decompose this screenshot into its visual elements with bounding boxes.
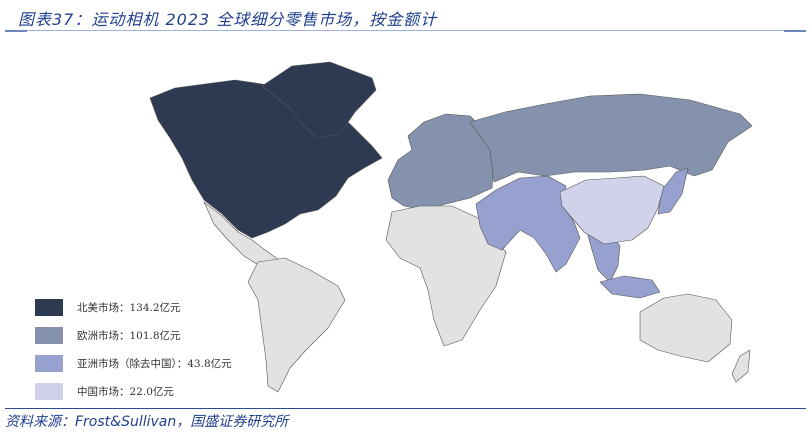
region-africa xyxy=(385,205,507,347)
legend-swatch xyxy=(35,327,63,344)
title-divider xyxy=(5,30,806,31)
region-china xyxy=(559,175,665,245)
region-japan-korea xyxy=(657,167,689,215)
legend-label: 欧洲市场：101.8亿元 xyxy=(77,330,181,342)
region-indonesia xyxy=(599,275,661,299)
legend-item-asia-ex-china: 亚洲市场（除去中国）：43.8亿元 xyxy=(35,350,232,377)
region-australia xyxy=(639,293,733,363)
legend-label: 北美市场：134.2亿元 xyxy=(77,302,181,314)
legend-item-north-america: 北美市场：134.2亿元 xyxy=(35,294,232,321)
legend-label: 中国市场：22.0亿元 xyxy=(77,386,174,398)
region-new-zealand xyxy=(731,349,751,383)
legend-label: 亚洲市场（除去中国）：43.8亿元 xyxy=(77,358,232,370)
legend-item-europe: 欧洲市场：101.8亿元 xyxy=(35,322,232,349)
legend-swatch xyxy=(35,383,63,400)
legend-swatch xyxy=(35,355,63,372)
region-greenland xyxy=(261,61,377,139)
legend-item-china: 中国市场：22.0亿元 xyxy=(35,378,232,405)
region-asia-west-south xyxy=(475,175,581,273)
world-map xyxy=(149,61,753,393)
region-russia xyxy=(469,93,753,183)
title-divider-accent-right xyxy=(784,30,806,32)
legend-swatch xyxy=(35,299,63,316)
figure-title: 图表37：运动相机 2023 全球细分零售市场，按金额计 xyxy=(18,10,438,29)
source-note: 资料来源：Frost&Sullivan，国盛证券研究所 xyxy=(5,414,289,430)
region-south-america xyxy=(247,257,346,393)
title-divider-accent-left xyxy=(5,30,27,32)
source-divider xyxy=(5,408,806,409)
map-legend: 北美市场：134.2亿元 欧洲市场：101.8亿元 亚洲市场（除去中国）：43.… xyxy=(35,294,232,406)
